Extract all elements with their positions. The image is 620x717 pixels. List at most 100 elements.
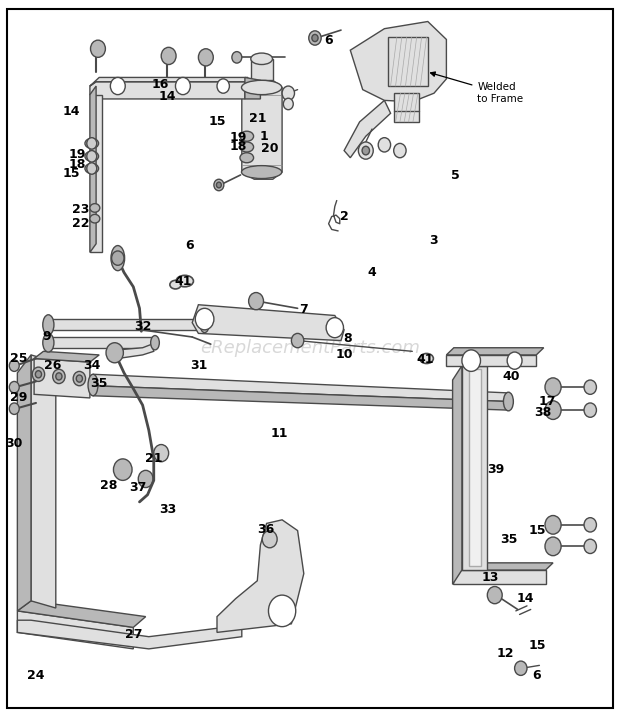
Circle shape <box>545 401 561 419</box>
Circle shape <box>291 333 304 348</box>
Text: 15: 15 <box>529 524 546 537</box>
Text: 12: 12 <box>497 647 514 660</box>
Polygon shape <box>192 305 344 341</box>
Circle shape <box>161 47 176 65</box>
Text: 10: 10 <box>335 348 353 361</box>
Text: 23: 23 <box>72 203 89 216</box>
Text: 33: 33 <box>159 503 176 516</box>
Polygon shape <box>469 369 481 566</box>
Text: 15: 15 <box>529 639 546 652</box>
Polygon shape <box>462 366 487 570</box>
Text: 26: 26 <box>44 359 61 372</box>
Ellipse shape <box>420 353 433 364</box>
Text: 7: 7 <box>299 303 308 316</box>
Polygon shape <box>93 386 508 410</box>
Ellipse shape <box>90 214 100 223</box>
Text: Welded
to Frame: Welded to Frame <box>430 72 523 104</box>
Text: 27: 27 <box>125 628 142 641</box>
Circle shape <box>309 31 321 45</box>
Text: 4: 4 <box>368 266 376 279</box>
Text: 16: 16 <box>151 78 169 91</box>
Ellipse shape <box>90 204 100 212</box>
Polygon shape <box>90 86 96 252</box>
Ellipse shape <box>200 317 209 333</box>
Circle shape <box>507 352 522 369</box>
Polygon shape <box>93 374 508 402</box>
Circle shape <box>545 378 561 397</box>
Polygon shape <box>453 366 462 584</box>
Text: 15: 15 <box>63 167 80 180</box>
Circle shape <box>56 373 62 380</box>
Polygon shape <box>34 358 90 398</box>
Circle shape <box>584 518 596 532</box>
Circle shape <box>73 371 86 386</box>
Ellipse shape <box>151 336 159 350</box>
Polygon shape <box>350 22 446 102</box>
Text: 13: 13 <box>481 571 498 584</box>
Circle shape <box>112 251 124 265</box>
Ellipse shape <box>250 53 273 65</box>
Circle shape <box>584 403 596 417</box>
Text: 29: 29 <box>10 391 27 404</box>
Circle shape <box>232 52 242 63</box>
Circle shape <box>216 182 221 188</box>
Text: 21: 21 <box>249 112 266 125</box>
Circle shape <box>214 179 224 191</box>
Text: 18: 18 <box>69 158 86 171</box>
Text: 11: 11 <box>270 427 288 440</box>
Circle shape <box>9 360 19 371</box>
Text: 38: 38 <box>534 406 551 419</box>
Circle shape <box>545 516 561 534</box>
Polygon shape <box>90 95 102 252</box>
Polygon shape <box>17 620 242 649</box>
Ellipse shape <box>170 280 181 289</box>
Circle shape <box>326 318 343 338</box>
Text: 6: 6 <box>185 239 193 252</box>
Text: 9: 9 <box>42 331 51 343</box>
Text: 18: 18 <box>230 141 247 153</box>
Ellipse shape <box>503 392 513 411</box>
Circle shape <box>462 350 480 371</box>
Text: eReplacementParts.com: eReplacementParts.com <box>200 338 420 357</box>
Text: 6: 6 <box>532 669 541 682</box>
Polygon shape <box>453 563 553 570</box>
Circle shape <box>394 143 406 158</box>
Ellipse shape <box>85 151 99 161</box>
Circle shape <box>76 375 82 382</box>
Circle shape <box>283 98 293 110</box>
Ellipse shape <box>111 245 125 271</box>
Text: 41: 41 <box>174 275 192 288</box>
Polygon shape <box>344 100 391 158</box>
Text: 31: 31 <box>190 359 207 372</box>
Circle shape <box>282 86 294 100</box>
Circle shape <box>35 371 42 378</box>
Circle shape <box>87 151 97 162</box>
Text: 20: 20 <box>261 142 278 155</box>
Ellipse shape <box>85 138 99 148</box>
Text: 35: 35 <box>500 533 517 546</box>
Circle shape <box>91 40 105 57</box>
Bar <box>394 93 418 122</box>
Polygon shape <box>446 355 536 366</box>
Polygon shape <box>245 77 260 99</box>
Circle shape <box>113 459 132 480</box>
Polygon shape <box>17 355 31 611</box>
Text: 39: 39 <box>487 463 505 476</box>
Ellipse shape <box>241 80 281 95</box>
Ellipse shape <box>88 374 98 396</box>
Circle shape <box>195 308 214 330</box>
Text: 1: 1 <box>259 130 268 143</box>
Circle shape <box>198 49 213 66</box>
Text: 8: 8 <box>343 332 352 345</box>
Text: 35: 35 <box>91 377 108 390</box>
Ellipse shape <box>240 142 254 152</box>
Polygon shape <box>118 344 154 358</box>
Text: 37: 37 <box>129 481 146 494</box>
Circle shape <box>515 661 527 675</box>
Circle shape <box>268 595 296 627</box>
Polygon shape <box>446 348 544 355</box>
Circle shape <box>9 403 19 414</box>
Circle shape <box>584 539 596 554</box>
Ellipse shape <box>43 315 54 335</box>
Ellipse shape <box>240 153 254 163</box>
